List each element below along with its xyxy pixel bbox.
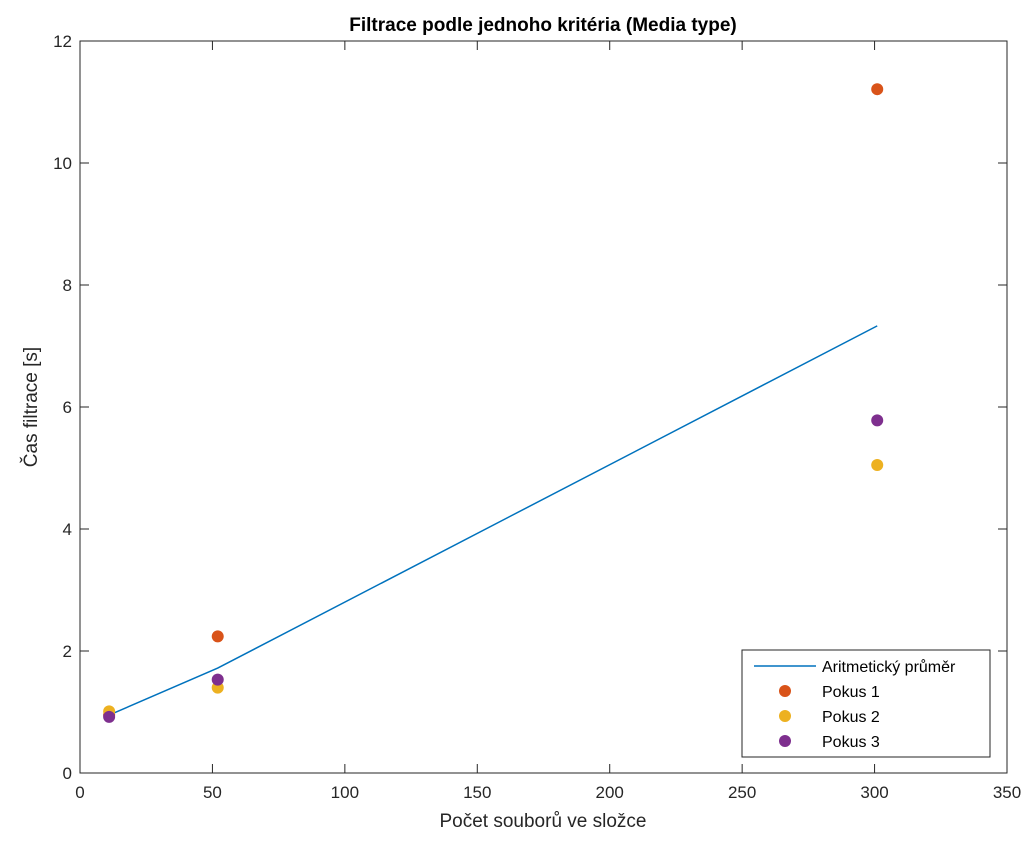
ticks-layer: 0 50 100 150 200 250 300 350 0 2 4 6 8 10 12 [53,32,1021,802]
data-point-pokus-2 [871,458,884,471]
data-point-pokus-3 [103,710,116,723]
legend-marker-swatch [779,735,791,747]
x-tick-label: 100 [331,783,359,802]
x-tick-label: 50 [203,783,222,802]
y-tick-label: 2 [63,642,72,661]
x-tick-label: 0 [75,783,84,802]
y-tick-label: 10 [53,154,72,173]
x-tick-label: 350 [993,783,1021,802]
data-point-pokus-3 [211,673,224,686]
x-tick-label: 250 [728,783,756,802]
legend-label: Pokus 3 [822,734,880,751]
legend-marker-swatch [779,685,791,697]
x-tick-label: 200 [596,783,624,802]
y-tick-label: 8 [63,276,72,295]
x-tick-label: 150 [463,783,491,802]
y-tick-label: 12 [53,32,72,51]
data-point-pokus-1 [871,83,884,96]
data-point-pokus-1 [211,630,224,643]
y-tick-label: 6 [63,398,72,417]
x-axis-label: Počet souborů ve složce [439,811,646,832]
legend-label: Aritmetický průměr [822,658,956,676]
legend-marker-swatch [779,710,791,722]
y-tick-label: 0 [63,764,72,783]
x-tick-label: 300 [860,783,888,802]
legend-label: Pokus 2 [822,709,880,726]
chart-title: Filtrace podle jednoho kritéria (Media t… [349,15,736,36]
y-tick-label: 4 [63,520,72,539]
legend-label: Pokus 1 [822,684,880,701]
y-axis-label: Čas filtrace [s] [20,347,42,467]
data-point-pokus-3 [871,414,884,427]
series-line-prumer [108,325,878,716]
legend: Aritmetický průměr Pokus 1 Pokus 2 Pokus 3 [741,649,991,758]
data-layer [103,83,884,723]
